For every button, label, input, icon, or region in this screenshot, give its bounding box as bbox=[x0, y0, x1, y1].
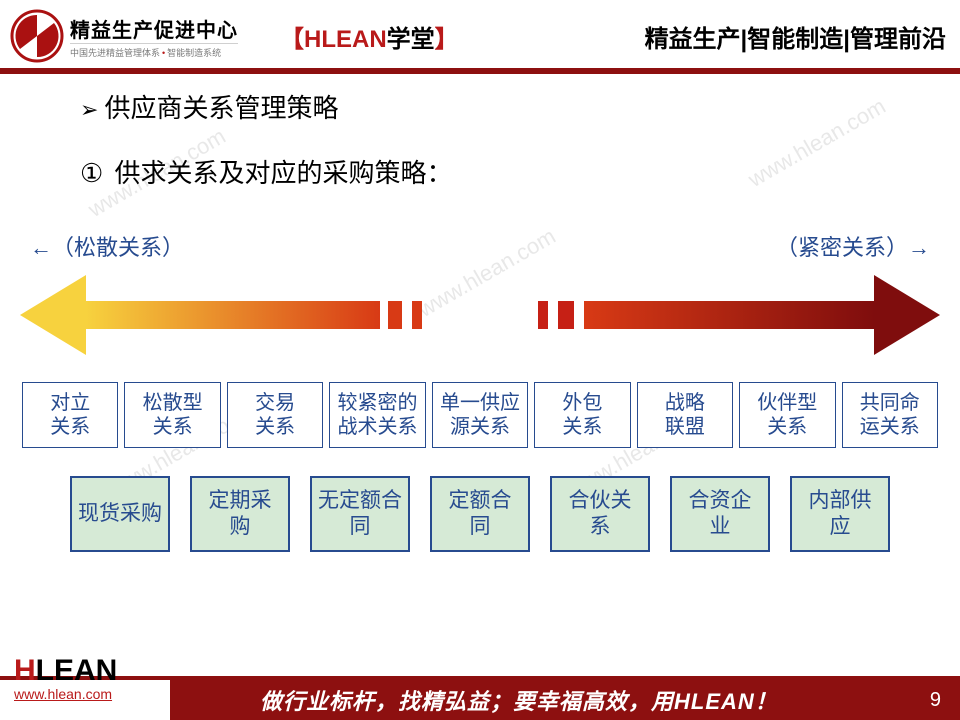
header-center-title: 【HLEAN学堂】 bbox=[280, 19, 540, 54]
procurement-box: 内部供应 bbox=[790, 476, 890, 552]
header: 精益生产促进中心 中国先进精益管理体系•智能制造系统 【HLEAN学堂】 精益生… bbox=[0, 0, 960, 68]
relationship-row: 对立关系松散型关系交易关系较紧密的战术关系单一供应源关系外包关系战略联盟伙伴型关… bbox=[20, 382, 940, 448]
footer-logo-block: HLEAN www.hlean.com bbox=[14, 656, 117, 702]
relationship-box: 外包关系 bbox=[534, 382, 630, 448]
header-right-text: 精益生产|智能制造|管理前沿 bbox=[540, 19, 950, 54]
footer-slogan: 做行业标杆，找精弘益；要幸福高效，用HLEAN！ bbox=[260, 684, 778, 716]
procurement-box: 合伙关系 bbox=[550, 476, 650, 552]
spectrum-labels: ←（松散关系） （紧密关系）→ bbox=[20, 230, 940, 262]
procurement-box: 定额合同 bbox=[430, 476, 530, 552]
relationship-box: 战略联盟 bbox=[637, 382, 733, 448]
relationship-box: 伙伴型关系 bbox=[739, 382, 835, 448]
circled-number-icon: ① bbox=[80, 158, 103, 189]
loose-label: ←（松散关系） bbox=[30, 230, 184, 262]
logo-icon bbox=[10, 9, 64, 63]
main-title: ➢供应商关系管理策略 bbox=[80, 88, 940, 125]
logo-sub-title: 中国先进精益管理体系•智能制造系统 bbox=[70, 43, 238, 59]
relationship-box: 单一供应源关系 bbox=[432, 382, 528, 448]
double-arrow-diagram bbox=[20, 270, 940, 360]
footer-slogan-bar: 做行业标杆，找精弘益；要幸福高效，用HLEAN！ 9 bbox=[170, 680, 960, 720]
relationship-box: 较紧密的战术关系 bbox=[329, 382, 425, 448]
content-area: ➢供应商关系管理策略 ① 供求关系及对应的采购策略： ←（松散关系） （紧密关系… bbox=[0, 74, 960, 644]
page-number: 9 bbox=[930, 689, 942, 712]
sub-title: ① 供求关系及对应的采购策略： bbox=[80, 153, 940, 190]
relationship-box: 交易关系 bbox=[227, 382, 323, 448]
procurement-box: 定期采购 bbox=[190, 476, 290, 552]
footer-url: www.hlean.com bbox=[14, 686, 117, 702]
procurement-box: 现货采购 bbox=[70, 476, 170, 552]
relationship-box: 对立关系 bbox=[22, 382, 118, 448]
procurement-box: 合资企业 bbox=[670, 476, 770, 552]
logo-text: 精益生产促进中心 中国先进精益管理体系•智能制造系统 bbox=[70, 14, 238, 59]
footer: HLEAN www.hlean.com 做行业标杆，找精弘益；要幸福高效，用HL… bbox=[0, 656, 960, 720]
bullet-icon: ➢ bbox=[80, 97, 98, 123]
procurement-box: 无定额合同 bbox=[310, 476, 410, 552]
footer-logo: HLEAN bbox=[14, 656, 117, 686]
procurement-row: 现货采购定期采购无定额合同定额合同合伙关系合资企业内部供应 bbox=[20, 476, 940, 552]
tight-label: （紧密关系）→ bbox=[776, 230, 930, 262]
relationship-box: 松散型关系 bbox=[124, 382, 220, 448]
logo-main-title: 精益生产促进中心 bbox=[70, 14, 238, 43]
relationship-box: 共同命运关系 bbox=[842, 382, 938, 448]
logo-block: 精益生产促进中心 中国先进精益管理体系•智能制造系统 bbox=[10, 9, 280, 63]
